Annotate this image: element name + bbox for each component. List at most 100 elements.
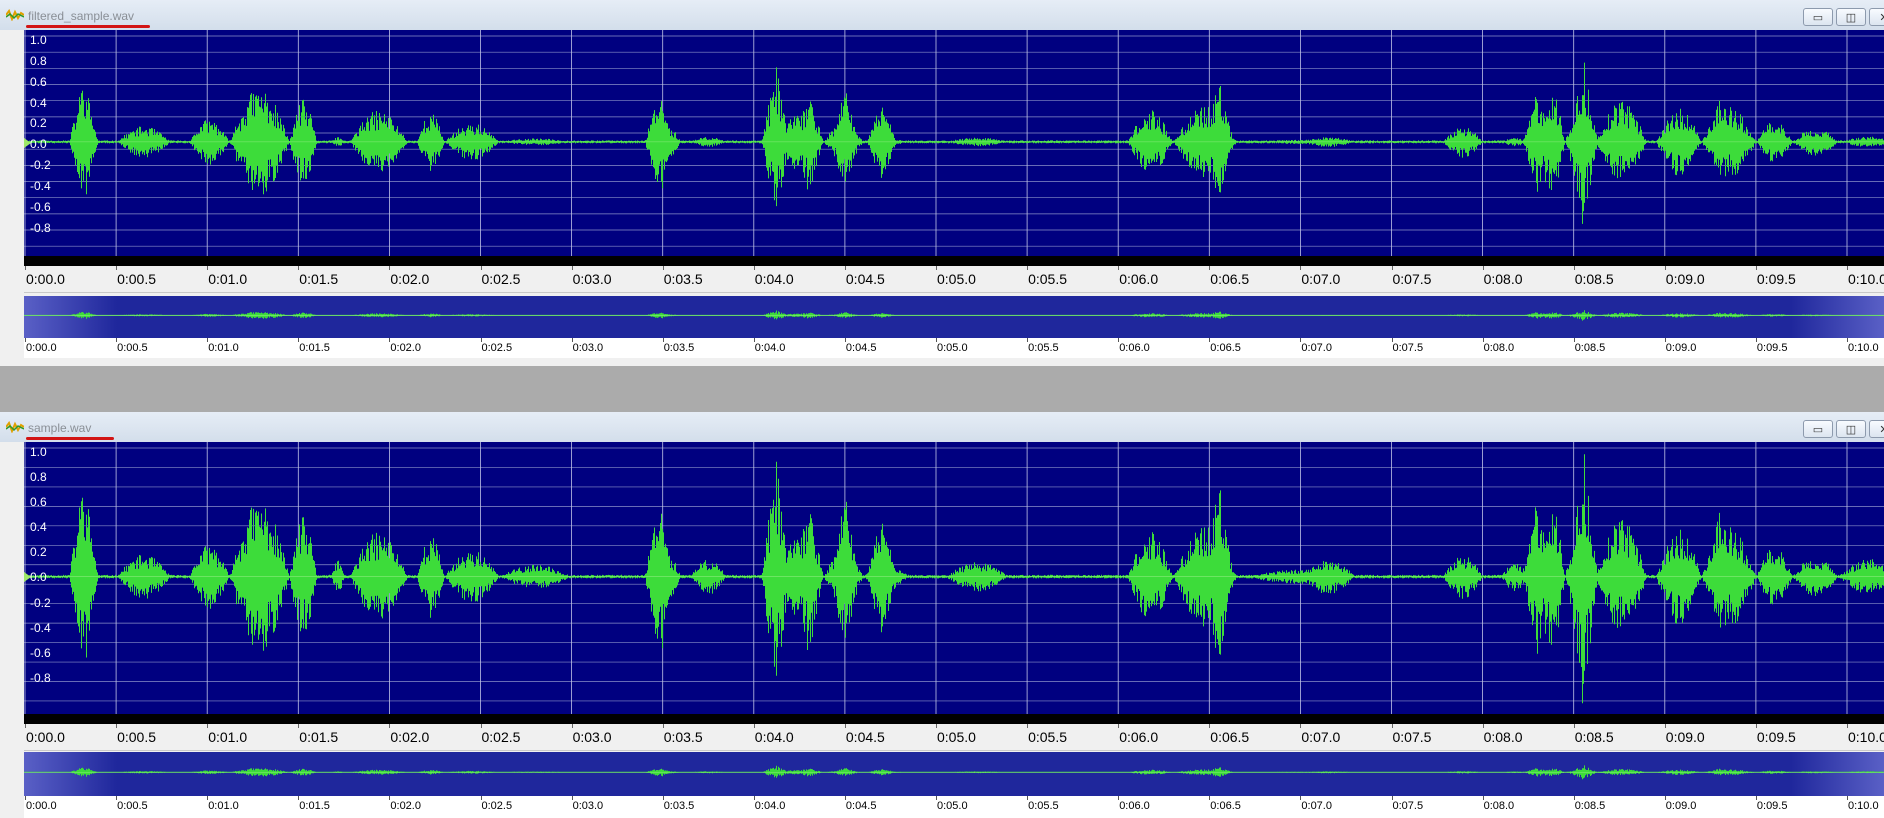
window-title: sample.wav (28, 421, 92, 435)
amplitude-label: -0.6 (30, 645, 51, 660)
ruler-tick (480, 266, 482, 270)
ruler-tick (116, 338, 118, 342)
time-label: 0:00.5 (117, 271, 157, 287)
time-label: 0:09.0 (1665, 800, 1697, 812)
time-label: 0:03.5 (663, 729, 703, 745)
minimize-button[interactable]: ▭ (1803, 420, 1833, 438)
time-label: 0:06.5 (1210, 729, 1250, 745)
ruler-tick (25, 338, 26, 342)
ruler-tick (1847, 724, 1848, 728)
time-label: 0:07.5 (1392, 800, 1424, 812)
time-label: 0:08.0 (1483, 342, 1515, 354)
time-label: 0:07.0 (1301, 271, 1341, 287)
ruler-tick (1391, 796, 1393, 800)
ruler-tick (753, 266, 755, 270)
ruler-tick (1664, 338, 1666, 342)
close-button[interactable]: ✕ (1869, 420, 1884, 438)
title-bar[interactable]: sample.wav ▭ ◫ ✕ (0, 412, 1884, 443)
main-waveform-view[interactable] (24, 442, 1884, 714)
time-label: 0:01.0 (208, 342, 239, 354)
time-label: 0:10.0 (1848, 271, 1884, 287)
time-label: 0:00.5 (117, 342, 148, 354)
time-label: 0:08.0 (1483, 800, 1515, 812)
play-marker-icon[interactable] (24, 138, 31, 148)
ruler-tick (571, 724, 573, 728)
ruler-tick (1482, 338, 1484, 342)
maximize-button[interactable]: ◫ (1836, 8, 1866, 26)
time-label: 0:09.5 (1756, 271, 1796, 287)
ruler-tick (571, 266, 573, 270)
amplitude-label: 0.6 (30, 74, 47, 89)
ruler-tick (1209, 796, 1211, 800)
ruler-tick (207, 338, 209, 342)
ruler-tick (25, 266, 26, 270)
ruler-tick (389, 266, 391, 270)
time-label: 0:06.5 (1210, 271, 1250, 287)
time-label: 0:00.0 (26, 800, 57, 812)
time-ruler[interactable]: 0:00.0 0:00.5 0:01.0 0:01.5 0:02.0 0:02.5 0:03… (24, 724, 1884, 751)
ruler-tick (571, 338, 573, 342)
ruler-tick (662, 338, 664, 342)
ruler-tick (1847, 338, 1848, 342)
ruler-tick (389, 338, 391, 342)
amplitude-label: 0.4 (30, 95, 47, 110)
time-label: 0:02.5 (481, 800, 513, 812)
waveform-svg (24, 30, 1884, 256)
ruler-tick (1300, 266, 1302, 270)
time-label: 0:02.0 (390, 800, 421, 812)
ruler-tick (1391, 724, 1393, 728)
time-label: 0:09.0 (1665, 271, 1705, 287)
time-label: 0:03.0 (572, 271, 612, 287)
minimize-button[interactable]: ▭ (1803, 8, 1833, 26)
time-label: 0:03.0 (572, 729, 612, 745)
play-marker-icon[interactable] (24, 572, 31, 582)
time-label: 0:01.0 (208, 271, 248, 287)
maximize-button[interactable]: ◫ (1836, 420, 1866, 438)
waveform-footer-bar (24, 256, 1884, 266)
ruler-tick (844, 338, 846, 342)
ruler-tick (1391, 266, 1393, 270)
time-label: 0:07.0 (1301, 800, 1332, 812)
ruler-tick (1118, 338, 1120, 342)
overview-waveform[interactable] (24, 296, 1884, 338)
ruler-tick (1664, 266, 1666, 270)
close-button[interactable]: ✕ (1869, 8, 1884, 26)
overview-waveform-svg (24, 310, 1884, 321)
time-label: 0:01.0 (208, 800, 239, 812)
time-label: 0:00.0 (26, 271, 65, 287)
annotation-underline (26, 437, 114, 440)
time-label: 0:05.0 (937, 729, 976, 745)
ruler-tick (25, 796, 26, 800)
time-label: 0:05.0 (937, 271, 976, 287)
workspace-gap (0, 366, 1884, 412)
ruler-tick (1847, 266, 1848, 270)
amplitude-label: -0.4 (30, 620, 51, 635)
time-label: 0:05.5 (1028, 271, 1068, 287)
ruler-tick (1027, 724, 1029, 728)
ruler-tick (116, 724, 118, 728)
ruler-tick (480, 338, 482, 342)
main-waveform-view[interactable] (24, 30, 1884, 256)
time-label: 0:10.0 (1848, 729, 1884, 745)
title-bar[interactable]: filtered_sample.wav ▭ ◫ ✕ (0, 0, 1884, 31)
ruler-tick (1847, 796, 1848, 800)
ruler-tick (1573, 724, 1575, 728)
ruler-tick (1118, 724, 1120, 728)
time-label: 0:01.5 (299, 800, 330, 812)
time-label: 0:08.5 (1574, 800, 1606, 812)
waveform-app-icon (6, 421, 24, 433)
time-label: 0:07.0 (1301, 342, 1332, 354)
time-label: 0:10.0 (1848, 800, 1879, 812)
time-label: 0:07.5 (1392, 729, 1432, 745)
ruler-tick (1573, 338, 1575, 342)
ruler-tick (1573, 266, 1575, 270)
ruler-tick (1118, 266, 1120, 270)
time-label: 0:04.5 (845, 271, 885, 287)
time-label: 0:02.0 (390, 271, 430, 287)
ruler-tick (844, 266, 846, 270)
ruler-tick (1118, 796, 1120, 800)
time-ruler[interactable]: 0:00.0 0:00.5 0:01.0 0:01.5 0:02.0 0:02.5 0:03… (24, 266, 1884, 293)
overview-waveform[interactable] (24, 752, 1884, 796)
time-label: 0:06.0 (1119, 342, 1150, 354)
ruler-tick (844, 724, 846, 728)
